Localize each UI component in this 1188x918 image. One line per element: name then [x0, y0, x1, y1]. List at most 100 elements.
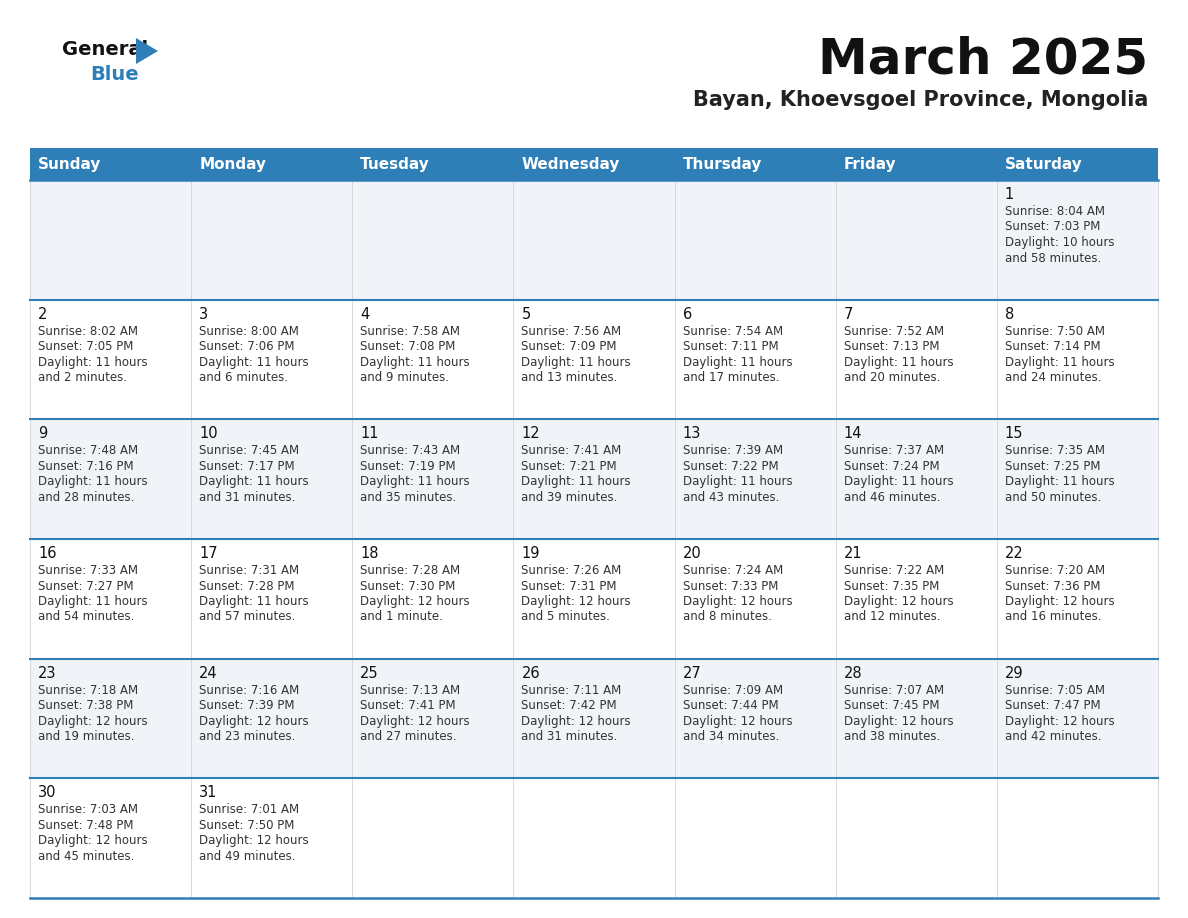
Text: 1: 1 [1005, 187, 1015, 202]
Bar [30, 299, 191, 420]
Text: 4: 4 [360, 307, 369, 321]
Text: Sunrise: 7:35 AM: Sunrise: 7:35 AM [1005, 444, 1105, 457]
Text: Sunset: 7:44 PM: Sunset: 7:44 PM [683, 700, 778, 712]
Bar [513, 148, 675, 180]
Text: Sunrise: 7:16 AM: Sunrise: 7:16 AM [200, 684, 299, 697]
Bar [675, 180, 835, 299]
Text: Sunrise: 7:09 AM: Sunrise: 7:09 AM [683, 684, 783, 697]
Polygon shape [135, 38, 158, 64]
Text: and 5 minutes.: and 5 minutes. [522, 610, 611, 623]
Text: Sunday: Sunday [38, 156, 101, 172]
Text: and 42 minutes.: and 42 minutes. [1005, 730, 1101, 744]
Text: and 49 minutes.: and 49 minutes. [200, 850, 296, 863]
Text: Daylight: 11 hours: Daylight: 11 hours [843, 355, 953, 369]
Text: Daylight: 11 hours: Daylight: 11 hours [200, 476, 309, 488]
Text: 31: 31 [200, 785, 217, 800]
Text: and 34 minutes.: and 34 minutes. [683, 730, 779, 744]
Text: 8: 8 [1005, 307, 1015, 321]
Text: Sunset: 7:38 PM: Sunset: 7:38 PM [38, 700, 133, 712]
Bar [191, 539, 353, 659]
Text: Sunrise: 7:20 AM: Sunrise: 7:20 AM [1005, 564, 1105, 577]
Text: and 38 minutes.: and 38 minutes. [843, 730, 940, 744]
Text: Sunrise: 7:48 AM: Sunrise: 7:48 AM [38, 444, 138, 457]
Text: Sunset: 7:33 PM: Sunset: 7:33 PM [683, 579, 778, 592]
Text: and 23 minutes.: and 23 minutes. [200, 730, 296, 744]
Text: and 31 minutes.: and 31 minutes. [522, 730, 618, 744]
Bar [675, 659, 835, 778]
Text: Sunrise: 7:39 AM: Sunrise: 7:39 AM [683, 444, 783, 457]
Text: 28: 28 [843, 666, 862, 680]
Text: and 43 minutes.: and 43 minutes. [683, 491, 779, 504]
Text: Sunset: 7:48 PM: Sunset: 7:48 PM [38, 819, 133, 832]
Text: Sunrise: 7:18 AM: Sunrise: 7:18 AM [38, 684, 138, 697]
Bar [835, 299, 997, 420]
Text: 18: 18 [360, 546, 379, 561]
Text: Daylight: 12 hours: Daylight: 12 hours [38, 715, 147, 728]
Text: 29: 29 [1005, 666, 1024, 680]
Text: Sunset: 7:31 PM: Sunset: 7:31 PM [522, 579, 617, 592]
Text: Daylight: 11 hours: Daylight: 11 hours [522, 476, 631, 488]
Text: Sunrise: 7:07 AM: Sunrise: 7:07 AM [843, 684, 943, 697]
Text: Sunrise: 7:13 AM: Sunrise: 7:13 AM [360, 684, 461, 697]
Text: Blue: Blue [90, 65, 139, 84]
Text: Daylight: 12 hours: Daylight: 12 hours [683, 715, 792, 728]
Text: Sunset: 7:25 PM: Sunset: 7:25 PM [1005, 460, 1100, 473]
Text: 9: 9 [38, 426, 48, 442]
Bar [191, 420, 353, 539]
Text: Sunrise: 7:45 AM: Sunrise: 7:45 AM [200, 444, 299, 457]
Bar [30, 778, 191, 898]
Text: Daylight: 11 hours: Daylight: 11 hours [683, 476, 792, 488]
Text: and 19 minutes.: and 19 minutes. [38, 730, 134, 744]
Text: Friday: Friday [843, 156, 896, 172]
Text: Bayan, Khoevsgoel Province, Mongolia: Bayan, Khoevsgoel Province, Mongolia [693, 90, 1148, 110]
Bar [675, 299, 835, 420]
Text: Sunrise: 7:24 AM: Sunrise: 7:24 AM [683, 564, 783, 577]
Bar [513, 180, 675, 299]
Text: Sunrise: 7:54 AM: Sunrise: 7:54 AM [683, 325, 783, 338]
Text: 26: 26 [522, 666, 541, 680]
Bar [513, 420, 675, 539]
Text: Daylight: 12 hours: Daylight: 12 hours [683, 595, 792, 608]
Text: Daylight: 12 hours: Daylight: 12 hours [200, 834, 309, 847]
Text: Sunrise: 7:50 AM: Sunrise: 7:50 AM [1005, 325, 1105, 338]
Text: and 17 minutes.: and 17 minutes. [683, 371, 779, 384]
Text: and 20 minutes.: and 20 minutes. [843, 371, 940, 384]
Text: 20: 20 [683, 546, 701, 561]
Text: Daylight: 12 hours: Daylight: 12 hours [1005, 715, 1114, 728]
Bar [191, 180, 353, 299]
Text: Daylight: 11 hours: Daylight: 11 hours [38, 595, 147, 608]
Text: Sunset: 7:19 PM: Sunset: 7:19 PM [360, 460, 456, 473]
Bar [997, 539, 1158, 659]
Bar [675, 148, 835, 180]
Text: Sunrise: 7:43 AM: Sunrise: 7:43 AM [360, 444, 461, 457]
Text: Daylight: 10 hours: Daylight: 10 hours [1005, 236, 1114, 249]
Text: and 24 minutes.: and 24 minutes. [1005, 371, 1101, 384]
Bar [353, 299, 513, 420]
Text: Sunset: 7:21 PM: Sunset: 7:21 PM [522, 460, 617, 473]
Text: Sunset: 7:45 PM: Sunset: 7:45 PM [843, 700, 940, 712]
Text: and 8 minutes.: and 8 minutes. [683, 610, 771, 623]
Text: Sunset: 7:11 PM: Sunset: 7:11 PM [683, 341, 778, 353]
Text: Daylight: 11 hours: Daylight: 11 hours [360, 476, 470, 488]
Text: 22: 22 [1005, 546, 1024, 561]
Text: Daylight: 11 hours: Daylight: 11 hours [683, 355, 792, 369]
Text: 11: 11 [360, 426, 379, 442]
Text: 30: 30 [38, 785, 57, 800]
Text: 5: 5 [522, 307, 531, 321]
Bar [30, 659, 191, 778]
Text: Sunset: 7:16 PM: Sunset: 7:16 PM [38, 460, 133, 473]
Text: Daylight: 11 hours: Daylight: 11 hours [38, 476, 147, 488]
Bar [513, 539, 675, 659]
Bar [513, 299, 675, 420]
Text: Daylight: 12 hours: Daylight: 12 hours [200, 715, 309, 728]
Text: Daylight: 11 hours: Daylight: 11 hours [200, 355, 309, 369]
Text: 23: 23 [38, 666, 57, 680]
Text: Wednesday: Wednesday [522, 156, 620, 172]
Text: 24: 24 [200, 666, 217, 680]
Bar [997, 659, 1158, 778]
Bar [191, 659, 353, 778]
Text: and 46 minutes.: and 46 minutes. [843, 491, 940, 504]
Text: Daylight: 11 hours: Daylight: 11 hours [360, 355, 470, 369]
Text: and 50 minutes.: and 50 minutes. [1005, 491, 1101, 504]
Text: and 6 minutes.: and 6 minutes. [200, 371, 289, 384]
